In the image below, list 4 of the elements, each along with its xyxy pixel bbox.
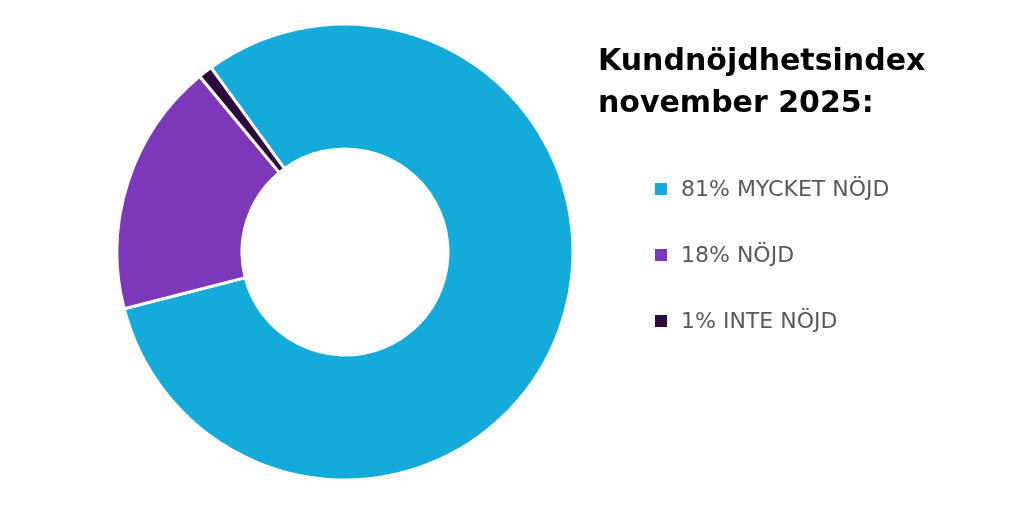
legend-label: 81% MYCKET NÖJD: [681, 176, 890, 201]
legend-label: 1% INTE NÖJD: [681, 308, 838, 333]
legend-label: 18% NÖJD: [681, 242, 795, 267]
text: Kundnöjdhetsindex november 2025:: [598, 42, 926, 119]
